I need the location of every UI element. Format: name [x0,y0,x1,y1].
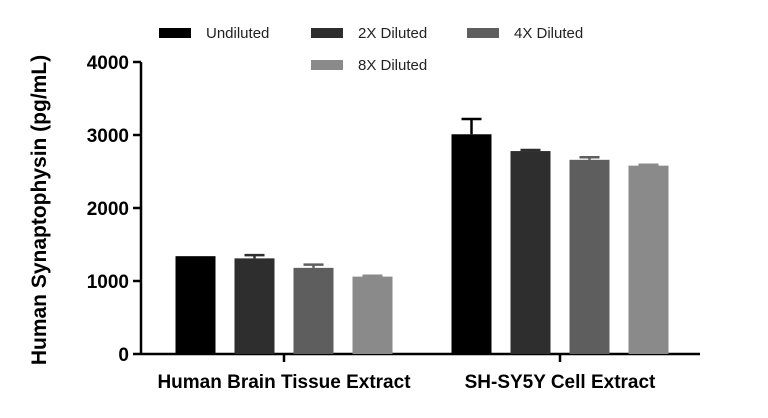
bars [175,117,669,354]
legend-item: 4X Diluted [467,25,583,42]
legend-item: 2X Diluted [311,25,427,42]
legend-item: Undiluted [159,25,269,42]
x-category-label: SH-SY5Y Cell Extract [465,372,656,393]
y-tick-label: 3000 [87,126,129,147]
legend-swatch [467,28,499,38]
bar [451,134,492,354]
bar [175,256,216,354]
bar [293,267,334,354]
legend-swatch [311,60,343,70]
legend-swatch [159,28,191,38]
y-axis-title: Human Synaptophysin (pg/mL) [28,55,51,365]
legend-item: 8X Diluted [311,57,427,74]
x-axis: Human Brain Tissue Extract SH-SY5Y Cell E… [141,352,700,393]
legend-label: 4X Diluted [514,25,583,42]
legend-label: 2X Diluted [358,25,427,42]
legend-label: 8X Diluted [358,57,427,74]
y-axis: 0 1000 2000 3000 4000 [87,53,143,366]
y-tick-label: 4000 [87,53,129,74]
y-tick-label: 2000 [87,199,129,220]
x-category-label: Human Brain Tissue Extract [157,372,411,393]
y-tick-label: 0 [118,345,129,366]
y-tick-label: 1000 [87,272,129,293]
legend-label: Undiluted [206,25,269,42]
legend-swatch [311,28,343,38]
bar [628,165,669,354]
bar [234,258,275,354]
bar [510,151,551,354]
bar [569,159,610,354]
bar [352,276,393,354]
legend: Undiluted 2X Diluted 4X Diluted 8X Diluted [159,25,583,74]
